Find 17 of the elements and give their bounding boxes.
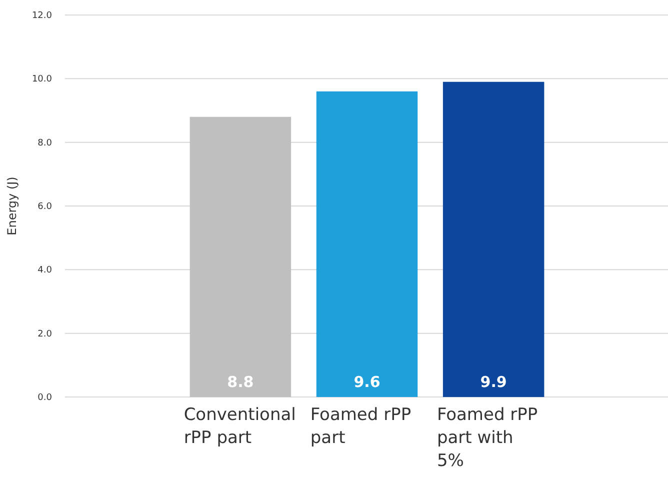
y-axis-title: Energy (J)	[5, 176, 19, 236]
data-label: 9.9	[480, 373, 507, 391]
y-tick-label: 2.0	[38, 329, 52, 340]
x-tick-label: Conventional rPP part	[184, 405, 296, 448]
bar	[442, 82, 544, 397]
bar	[316, 91, 418, 397]
data-label: 8.8	[227, 373, 254, 391]
y-tick-label: 8.0	[38, 138, 52, 148]
y-tick-label: 12.0	[32, 11, 52, 21]
y-tick-label: 6.0	[38, 202, 52, 212]
x-tick-label: Foamed rPP part	[310, 405, 412, 448]
y-tick-label: 10.0	[32, 74, 52, 85]
y-tick-label: 4.0	[38, 266, 52, 276]
bar	[190, 116, 292, 397]
data-label: 9.6	[354, 373, 380, 391]
x-tick-label: Foamed rPP part with 5%	[436, 405, 538, 471]
y-tick-label: 0.0	[38, 393, 52, 403]
